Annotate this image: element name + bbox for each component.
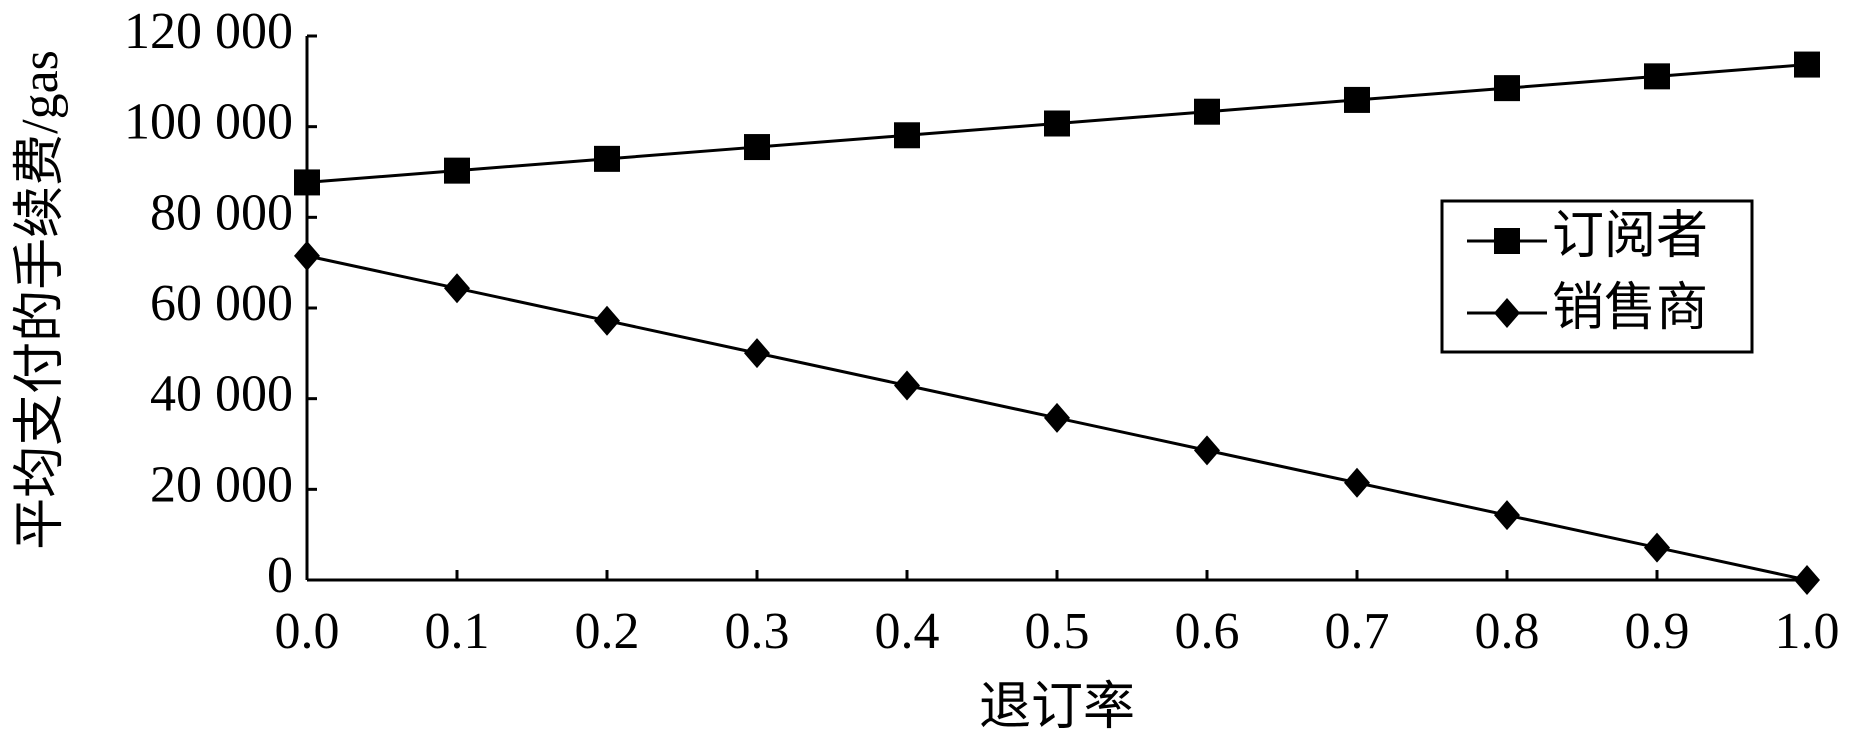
marker [1494, 75, 1520, 102]
marker [294, 240, 320, 271]
marker [1044, 110, 1070, 137]
x-axis-title: 退订率 [979, 679, 1135, 736]
x-tick-label: 0.9 [1625, 603, 1690, 660]
y-tick-label: 20 000 [150, 456, 293, 513]
legend-label: 订阅者 [1552, 208, 1708, 265]
marker [1794, 51, 1820, 78]
marker [1644, 532, 1670, 563]
x-tick-label: 0.8 [1475, 603, 1540, 660]
y-tick-label: 0 [267, 547, 293, 604]
marker [444, 157, 470, 184]
marker [294, 169, 320, 196]
y-tick-label: 40 000 [150, 366, 293, 423]
marker [894, 370, 920, 401]
y-tick-label: 60 000 [150, 275, 293, 332]
marker [1644, 63, 1670, 90]
marker [1344, 86, 1370, 113]
x-tick-label: 0.6 [1175, 603, 1240, 660]
marker [894, 122, 920, 149]
marker [1494, 500, 1520, 531]
marker [1194, 435, 1220, 466]
x-tick-label: 0.5 [1025, 603, 1090, 660]
y-axis-title: 平均支付的手续费/gas [12, 50, 69, 550]
x-tick-label: 0.1 [425, 603, 490, 660]
y-tick-label: 80 000 [150, 184, 293, 241]
y-tick-label: 120 000 [124, 3, 293, 60]
x-tick-label: 0.7 [1325, 603, 1390, 660]
marker [1494, 298, 1520, 328]
marker [1344, 467, 1370, 498]
x-tick-label: 0.3 [725, 603, 790, 660]
x-tick-label: 0.2 [575, 603, 640, 660]
marker [1794, 565, 1820, 595]
marker [744, 338, 770, 369]
x-tick-label: 0.4 [875, 603, 940, 660]
marker [594, 145, 620, 172]
marker [444, 273, 470, 304]
x-tick-label: 0.0 [275, 603, 340, 660]
marker [1494, 228, 1520, 254]
y-tick-label: 100 000 [124, 94, 293, 151]
marker [744, 134, 770, 161]
legend-box [1440, 199, 1754, 354]
legend-label: 销售商 [1552, 280, 1708, 337]
marker [1194, 98, 1220, 125]
marker [1044, 402, 1070, 433]
x-tick-label: 1.0 [1775, 603, 1840, 660]
marker [594, 305, 620, 336]
